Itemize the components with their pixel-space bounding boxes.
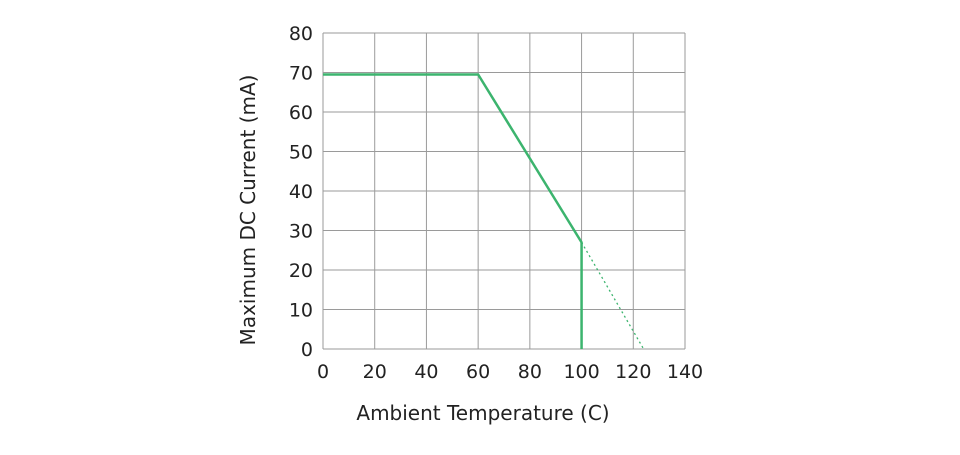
x-tick-label: 40 bbox=[414, 361, 438, 383]
y-tick-label: 50 bbox=[289, 142, 313, 164]
x-tick-label: 100 bbox=[563, 361, 599, 383]
y-tick-label: 10 bbox=[289, 300, 313, 322]
y-tick-label: 20 bbox=[289, 260, 313, 282]
x-tick-label: 20 bbox=[363, 361, 387, 383]
series-lines bbox=[323, 73, 645, 350]
extrapolated-derating-line bbox=[581, 242, 645, 350]
y-tick-label: 30 bbox=[289, 221, 313, 243]
x-axis-label: Ambient Temperature (C) bbox=[356, 401, 609, 425]
y-tick-label: 70 bbox=[289, 63, 313, 85]
x-tick-label: 60 bbox=[466, 361, 490, 383]
y-tick-label: 80 bbox=[289, 23, 313, 45]
y-tick-label: 0 bbox=[301, 339, 313, 361]
y-axis-label: Maximum DC Current (mA) bbox=[236, 75, 260, 346]
y-tick-label: 60 bbox=[289, 102, 313, 124]
y-tick-labels: 0 10 20 30 40 50 60 70 80 bbox=[289, 23, 313, 361]
x-tick-label: 0 bbox=[317, 361, 329, 383]
x-tick-label: 140 bbox=[667, 361, 703, 383]
derating-line bbox=[323, 73, 583, 349]
x-tick-labels: 0 20 40 60 80 100 120 140 bbox=[317, 361, 703, 383]
x-tick-label: 120 bbox=[615, 361, 651, 383]
grid-lines bbox=[322, 32, 686, 350]
y-tick-label: 40 bbox=[289, 181, 313, 203]
x-tick-label: 80 bbox=[518, 361, 542, 383]
